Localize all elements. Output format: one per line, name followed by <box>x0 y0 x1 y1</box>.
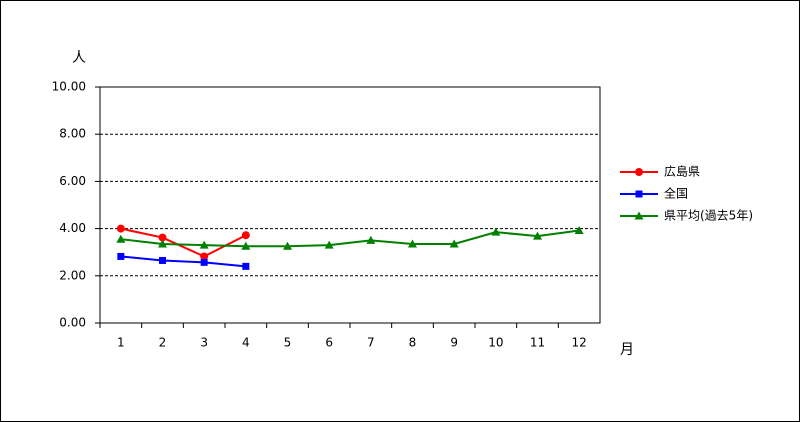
y-axis-label: 人 <box>72 50 86 66</box>
y-tick-label: 8.00 <box>59 127 86 141</box>
legend-marker <box>635 190 643 198</box>
data-point <box>574 225 584 234</box>
y-tick-label: 2.00 <box>59 268 86 282</box>
data-point <box>117 252 125 260</box>
x-tick-label: 1 <box>117 336 125 350</box>
y-tick-label: 10.00 <box>52 80 86 94</box>
legend-marker <box>635 168 643 176</box>
data-point <box>491 227 501 236</box>
data-point <box>283 241 292 250</box>
legend-label: 全国 <box>664 186 688 201</box>
x-tick-label: 11 <box>530 336 545 350</box>
data-point <box>158 233 167 242</box>
x-tick-label: 8 <box>409 336 417 350</box>
y-tick-label: 6.00 <box>59 174 86 188</box>
data-point <box>116 224 125 233</box>
data-point <box>200 258 208 266</box>
x-tick-label: 12 <box>572 336 587 350</box>
x-tick-label: 10 <box>488 336 503 350</box>
x-tick-label: 4 <box>242 336 250 350</box>
data-point <box>533 231 542 240</box>
data-point <box>116 234 126 243</box>
x-tick-label: 9 <box>450 336 458 350</box>
data-point <box>242 262 250 270</box>
series-line <box>120 255 246 268</box>
data-point <box>159 256 166 264</box>
data-point <box>408 239 417 248</box>
series-line <box>120 229 580 248</box>
data-point <box>241 231 250 240</box>
y-tick-label: 0.00 <box>59 316 86 330</box>
y-tick-label: 4.00 <box>59 221 86 235</box>
data-point <box>366 235 376 244</box>
data-point <box>199 240 209 249</box>
data-point <box>158 239 167 248</box>
x-tick-label: 6 <box>325 336 333 350</box>
x-tick-label: 3 <box>200 336 208 350</box>
x-tick-label: 5 <box>284 336 292 350</box>
x-axis-label: 月 <box>620 342 634 358</box>
data-point <box>241 241 251 250</box>
legend-marker <box>634 211 644 220</box>
data-point <box>449 239 459 248</box>
data-point <box>324 240 334 249</box>
legend-label: 県平均(過去5年) <box>664 209 753 223</box>
x-tick-label: 7 <box>367 336 375 350</box>
data-point <box>200 252 209 261</box>
x-tick-label: 2 <box>159 336 167 350</box>
legend-label: 広島県 <box>664 164 700 179</box>
